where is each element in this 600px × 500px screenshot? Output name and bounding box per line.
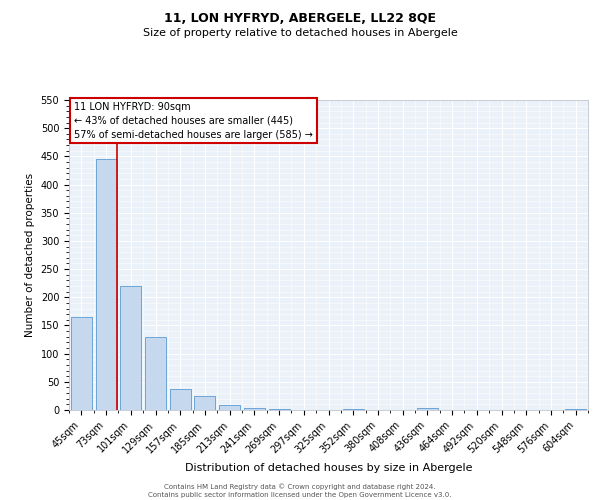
- Y-axis label: Number of detached properties: Number of detached properties: [25, 173, 35, 337]
- Bar: [170, 389, 191, 410]
- Text: 11 LON HYFRYD: 90sqm
← 43% of detached houses are smaller (445)
57% of semi-deta: 11 LON HYFRYD: 90sqm ← 43% of detached h…: [74, 102, 313, 140]
- Bar: [244, 408, 265, 410]
- Bar: [565, 409, 586, 410]
- Bar: [194, 396, 215, 410]
- Bar: [145, 336, 166, 410]
- Bar: [71, 317, 92, 410]
- Text: 11, LON HYFRYD, ABERGELE, LL22 8QE: 11, LON HYFRYD, ABERGELE, LL22 8QE: [164, 12, 436, 26]
- Text: Contains HM Land Registry data © Crown copyright and database right 2024.
Contai: Contains HM Land Registry data © Crown c…: [148, 483, 452, 498]
- Bar: [417, 408, 438, 410]
- Bar: [219, 405, 240, 410]
- Text: Size of property relative to detached houses in Abergele: Size of property relative to detached ho…: [143, 28, 457, 38]
- X-axis label: Distribution of detached houses by size in Abergele: Distribution of detached houses by size …: [185, 463, 472, 473]
- Bar: [95, 159, 116, 410]
- Bar: [120, 286, 141, 410]
